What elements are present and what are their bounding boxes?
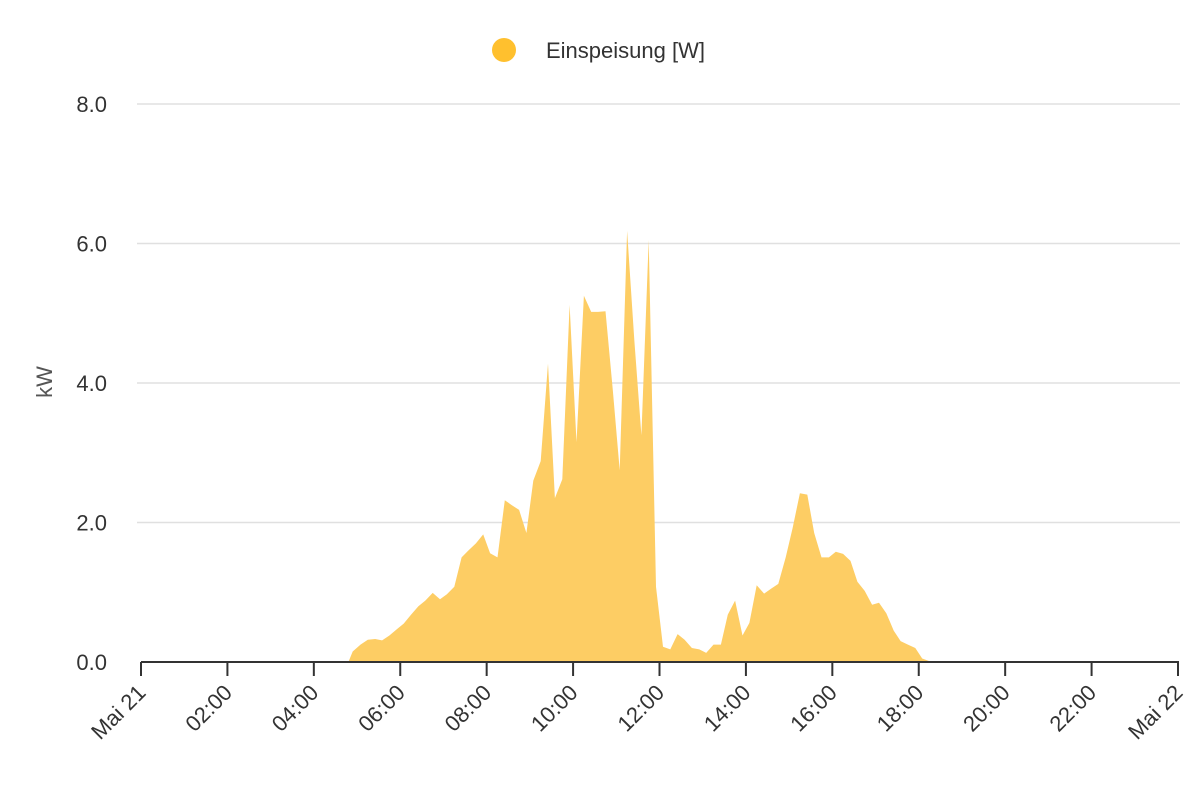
x-tick-label: 14:00 [699,680,756,737]
x-tick-label: 04:00 [267,680,324,737]
y-tick-label: 8.0 [76,92,107,117]
x-tick-label: 12:00 [612,680,669,737]
legend[interactable]: Einspeisung [W] [492,38,705,63]
x-tick-label: 20:00 [958,680,1015,737]
y-tick-label: 0.0 [76,650,107,675]
x-tick-label: Mai 22 [1123,680,1187,744]
einspeisung-area [141,230,1178,662]
x-tick-label: 16:00 [785,680,842,737]
x-tick-label: Mai 21 [86,680,150,744]
x-tick-label: 02:00 [180,680,237,737]
y-axis-title: kW [32,366,57,398]
x-tick-label: 06:00 [353,680,410,737]
gridlines [137,103,1180,524]
x-axis: Mai 21 02:00 04:00 06:00 08:00 10:00 12:00 14:0… [86,661,1188,744]
y-axis-ticks: 0.0 2.0 4.0 6.0 8.0 [76,92,107,675]
legend-marker-einspeisung[interactable] [492,38,516,62]
x-tick-label: 22:00 [1045,680,1102,737]
x-tick-label: 10:00 [526,680,583,737]
y-tick-label: 6.0 [76,232,107,257]
y-tick-label: 4.0 [76,371,107,396]
x-tick-label: 18:00 [872,680,929,737]
x-tick-label: 08:00 [440,680,497,737]
legend-label-einspeisung[interactable]: Einspeisung [W] [546,38,705,63]
y-tick-label: 2.0 [76,511,107,536]
